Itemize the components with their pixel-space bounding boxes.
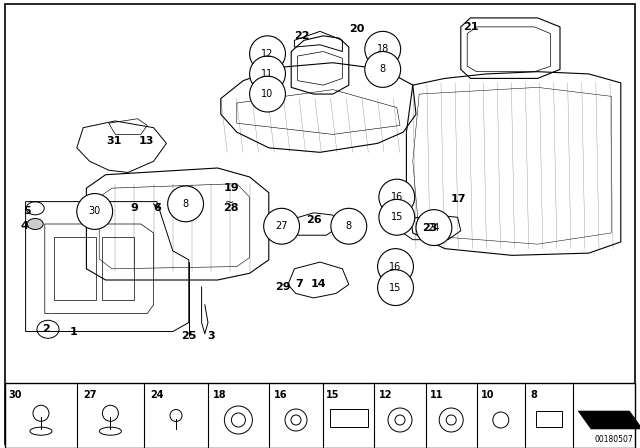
Text: 5: 5 bbox=[23, 206, 31, 215]
Circle shape bbox=[378, 270, 413, 306]
Text: 9: 9 bbox=[131, 203, 138, 213]
Text: 8: 8 bbox=[182, 199, 189, 209]
Text: 8: 8 bbox=[380, 65, 386, 74]
Text: 14: 14 bbox=[310, 280, 326, 289]
Circle shape bbox=[250, 76, 285, 112]
Text: 1: 1 bbox=[70, 327, 77, 336]
Circle shape bbox=[416, 210, 452, 246]
Text: 30: 30 bbox=[8, 390, 22, 400]
Circle shape bbox=[250, 36, 285, 72]
Text: 31: 31 bbox=[106, 136, 122, 146]
Text: 30: 30 bbox=[88, 207, 101, 216]
Text: 15: 15 bbox=[389, 283, 402, 293]
Text: 27: 27 bbox=[275, 221, 288, 231]
Text: 16: 16 bbox=[274, 390, 287, 400]
Text: 15: 15 bbox=[390, 212, 403, 222]
Text: 16: 16 bbox=[390, 192, 403, 202]
Text: 18: 18 bbox=[213, 390, 227, 400]
Text: 26: 26 bbox=[306, 215, 321, 224]
Text: 24: 24 bbox=[428, 223, 440, 233]
Text: 17: 17 bbox=[451, 194, 467, 204]
Text: 4: 4 bbox=[20, 221, 28, 231]
Text: 7: 7 bbox=[296, 280, 303, 289]
Circle shape bbox=[264, 208, 300, 244]
Text: 00180507: 00180507 bbox=[595, 435, 634, 444]
Text: 15: 15 bbox=[326, 390, 340, 400]
Text: 24: 24 bbox=[150, 390, 164, 400]
Ellipse shape bbox=[28, 219, 44, 229]
Circle shape bbox=[379, 199, 415, 235]
Text: 23: 23 bbox=[422, 224, 438, 233]
Text: 13: 13 bbox=[138, 136, 154, 146]
Circle shape bbox=[378, 249, 413, 284]
Text: 6: 6 bbox=[153, 203, 161, 213]
Text: 25: 25 bbox=[181, 331, 196, 341]
Text: 10: 10 bbox=[261, 89, 274, 99]
Text: 20: 20 bbox=[349, 24, 365, 34]
Circle shape bbox=[250, 56, 285, 92]
Text: 28: 28 bbox=[223, 203, 238, 213]
Text: 10: 10 bbox=[481, 390, 495, 400]
Bar bbox=[330, 409, 368, 426]
Bar bbox=[5, 383, 635, 448]
Circle shape bbox=[77, 194, 113, 229]
Circle shape bbox=[168, 186, 204, 222]
Text: 18: 18 bbox=[376, 44, 389, 54]
Circle shape bbox=[365, 52, 401, 87]
Text: 22: 22 bbox=[294, 31, 310, 41]
Text: 3: 3 bbox=[207, 331, 215, 341]
Text: 8: 8 bbox=[346, 221, 352, 231]
Text: 11: 11 bbox=[261, 69, 274, 79]
Text: 12: 12 bbox=[261, 49, 274, 59]
Text: 8: 8 bbox=[530, 390, 537, 400]
Text: 19: 19 bbox=[224, 183, 239, 193]
Bar bbox=[536, 411, 562, 426]
Text: 11: 11 bbox=[430, 390, 444, 400]
Circle shape bbox=[365, 31, 401, 67]
Text: 21: 21 bbox=[463, 22, 478, 32]
Text: ~: ~ bbox=[225, 198, 234, 207]
Circle shape bbox=[379, 179, 415, 215]
Text: 12: 12 bbox=[379, 390, 392, 400]
Polygon shape bbox=[579, 411, 640, 429]
Circle shape bbox=[331, 208, 367, 244]
Text: 16: 16 bbox=[389, 262, 402, 271]
Text: 27: 27 bbox=[83, 390, 97, 400]
Text: 2: 2 bbox=[42, 324, 50, 334]
Text: 29: 29 bbox=[275, 282, 291, 292]
